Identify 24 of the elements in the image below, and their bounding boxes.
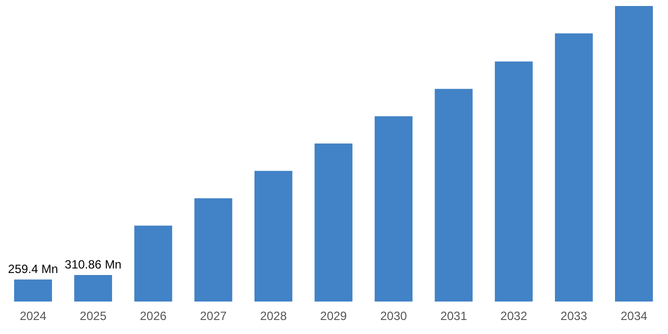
- x-tick-label: 2024: [20, 309, 47, 324]
- x-tick-label: 2032: [500, 309, 528, 324]
- bar: [615, 6, 653, 302]
- data-label: 310.86 Mn: [64, 257, 122, 272]
- x-tick-label: 2033: [560, 309, 588, 324]
- x-tick-label: 2029: [320, 309, 348, 324]
- bar: [74, 275, 112, 302]
- x-tick-label: 2031: [440, 309, 468, 324]
- bar: [314, 144, 352, 302]
- x-tick-label: 2030: [380, 309, 408, 324]
- bar: [434, 88, 473, 302]
- bar: [14, 279, 52, 302]
- bar: [134, 226, 172, 302]
- bar: [374, 116, 413, 302]
- bar: [194, 198, 232, 302]
- x-tick-label: 2028: [260, 309, 288, 324]
- x-tick-label: 2027: [200, 309, 227, 324]
- bar: [494, 62, 533, 302]
- x-tick-label: 2025: [80, 309, 107, 324]
- x-tick-label: 2026: [140, 309, 167, 324]
- x-tick-label: 2034: [620, 309, 648, 324]
- bar: [254, 170, 292, 302]
- data-label: 259.4 Mn: [8, 262, 58, 276]
- bar: [554, 33, 593, 302]
